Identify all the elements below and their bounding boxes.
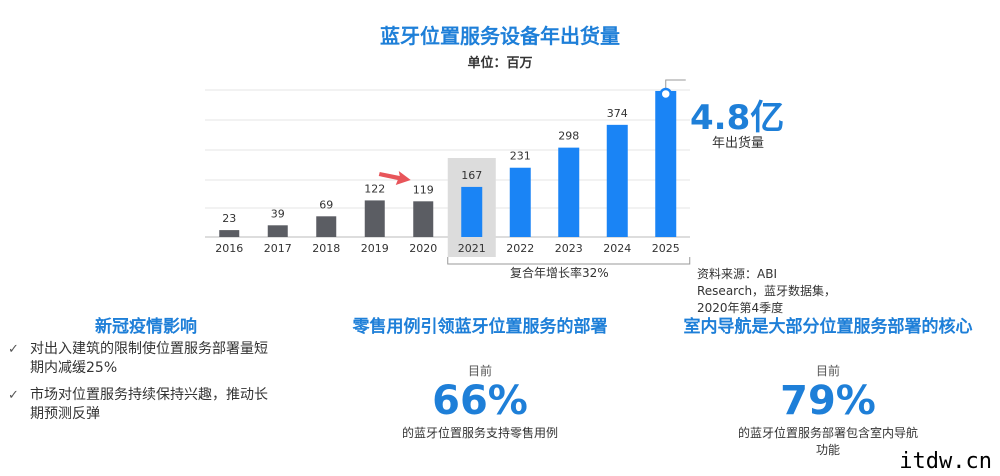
tick-label-2020: 2020 xyxy=(409,242,437,255)
chart-title: 蓝牙位置服务设备年出货量 xyxy=(380,24,620,48)
forecast-bracket xyxy=(447,257,691,265)
callout-leader xyxy=(665,79,686,91)
tick-label-2022: 2022 xyxy=(506,242,534,255)
value-label-2017: 39 xyxy=(271,207,285,220)
value-label-2023: 298 xyxy=(558,130,579,143)
indoor-description: 的蓝牙位置服务部署包含室内导航功能 xyxy=(738,426,919,457)
tick-label-2023: 2023 xyxy=(555,242,583,255)
retail-description: 的蓝牙位置服务支持零售用例 xyxy=(401,426,558,440)
indoor-section-title: 室内导航是大部分位置服务部署的核心 xyxy=(683,317,973,337)
unit-label: 单位：百万 xyxy=(467,56,533,71)
covid-bullet-1: ✓ 对出入建筑的限制使位置服务部署量短期内减缓25% xyxy=(8,340,275,378)
total-callout-label: 年出货量 xyxy=(712,136,765,151)
bar-2020 xyxy=(413,201,434,237)
check-icon: ✓ xyxy=(8,388,19,403)
bar-2023 xyxy=(558,147,580,237)
tick-label-2019: 2019 xyxy=(361,242,389,255)
tick-label-2021: 2021 xyxy=(458,242,486,255)
value-label-2022: 231 xyxy=(510,150,531,163)
covid-section-title: 新冠疫情影响 xyxy=(95,317,197,337)
covid-bullet-1-text: 对出入建筑的限制使位置服务部署量短期内减缓25% xyxy=(30,341,268,376)
highlight-band-label xyxy=(447,237,496,257)
bar-2024 xyxy=(606,124,628,237)
tick-label-2018: 2018 xyxy=(312,242,340,255)
trend-arrow xyxy=(378,171,411,185)
tick-label-2016: 2016 xyxy=(215,242,243,255)
retail-percent: 66% xyxy=(432,378,528,424)
callout-marker xyxy=(659,87,672,101)
total-callout-value: 4.8亿 xyxy=(690,98,785,138)
retail-current-label: 目前 xyxy=(467,364,492,378)
indoor-current-label: 目前 xyxy=(815,364,840,378)
bar-2016 xyxy=(219,230,240,237)
covid-bullet-2-text: 市场对位置服务持续保持兴趣，推动长期预测反弹 xyxy=(30,387,268,422)
value-label-2018: 69 xyxy=(319,198,333,211)
source-note: 资料来源：ABI Research，蓝牙数据集，2020年第4季度 xyxy=(697,267,837,315)
value-label-2019: 122 xyxy=(364,182,385,195)
bar-2017 xyxy=(267,225,288,237)
tick-label-2017: 2017 xyxy=(264,242,292,255)
cagr-label: 复合年增长率32% xyxy=(510,266,609,280)
retail-section-title: 零售用例引领蓝牙位置服务的部署 xyxy=(352,317,608,337)
value-label-2024: 374 xyxy=(607,107,628,120)
bar-chart: 23 2016 39 2017 69 2018 122 2019 119 2020 167 2021 2… xyxy=(205,79,691,265)
bar-2018 xyxy=(316,216,337,237)
bar-2021 xyxy=(461,186,483,237)
indoor-percent: 79% xyxy=(780,378,876,424)
value-label-2016: 23 xyxy=(222,212,236,225)
covid-bullet-2: ✓ 市场对位置服务持续保持兴趣，推动长期预测反弹 xyxy=(8,386,275,424)
value-label-2021: 167 xyxy=(461,169,482,182)
check-icon: ✓ xyxy=(8,342,19,357)
tick-label-2024: 2024 xyxy=(603,242,631,255)
watermark: itdw.cn xyxy=(899,449,992,474)
value-label-2020: 119 xyxy=(413,183,434,196)
bar-2025 xyxy=(655,90,677,238)
bar-2022 xyxy=(509,167,531,237)
bar-2019 xyxy=(364,200,385,237)
tick-label-2025: 2025 xyxy=(652,242,680,255)
